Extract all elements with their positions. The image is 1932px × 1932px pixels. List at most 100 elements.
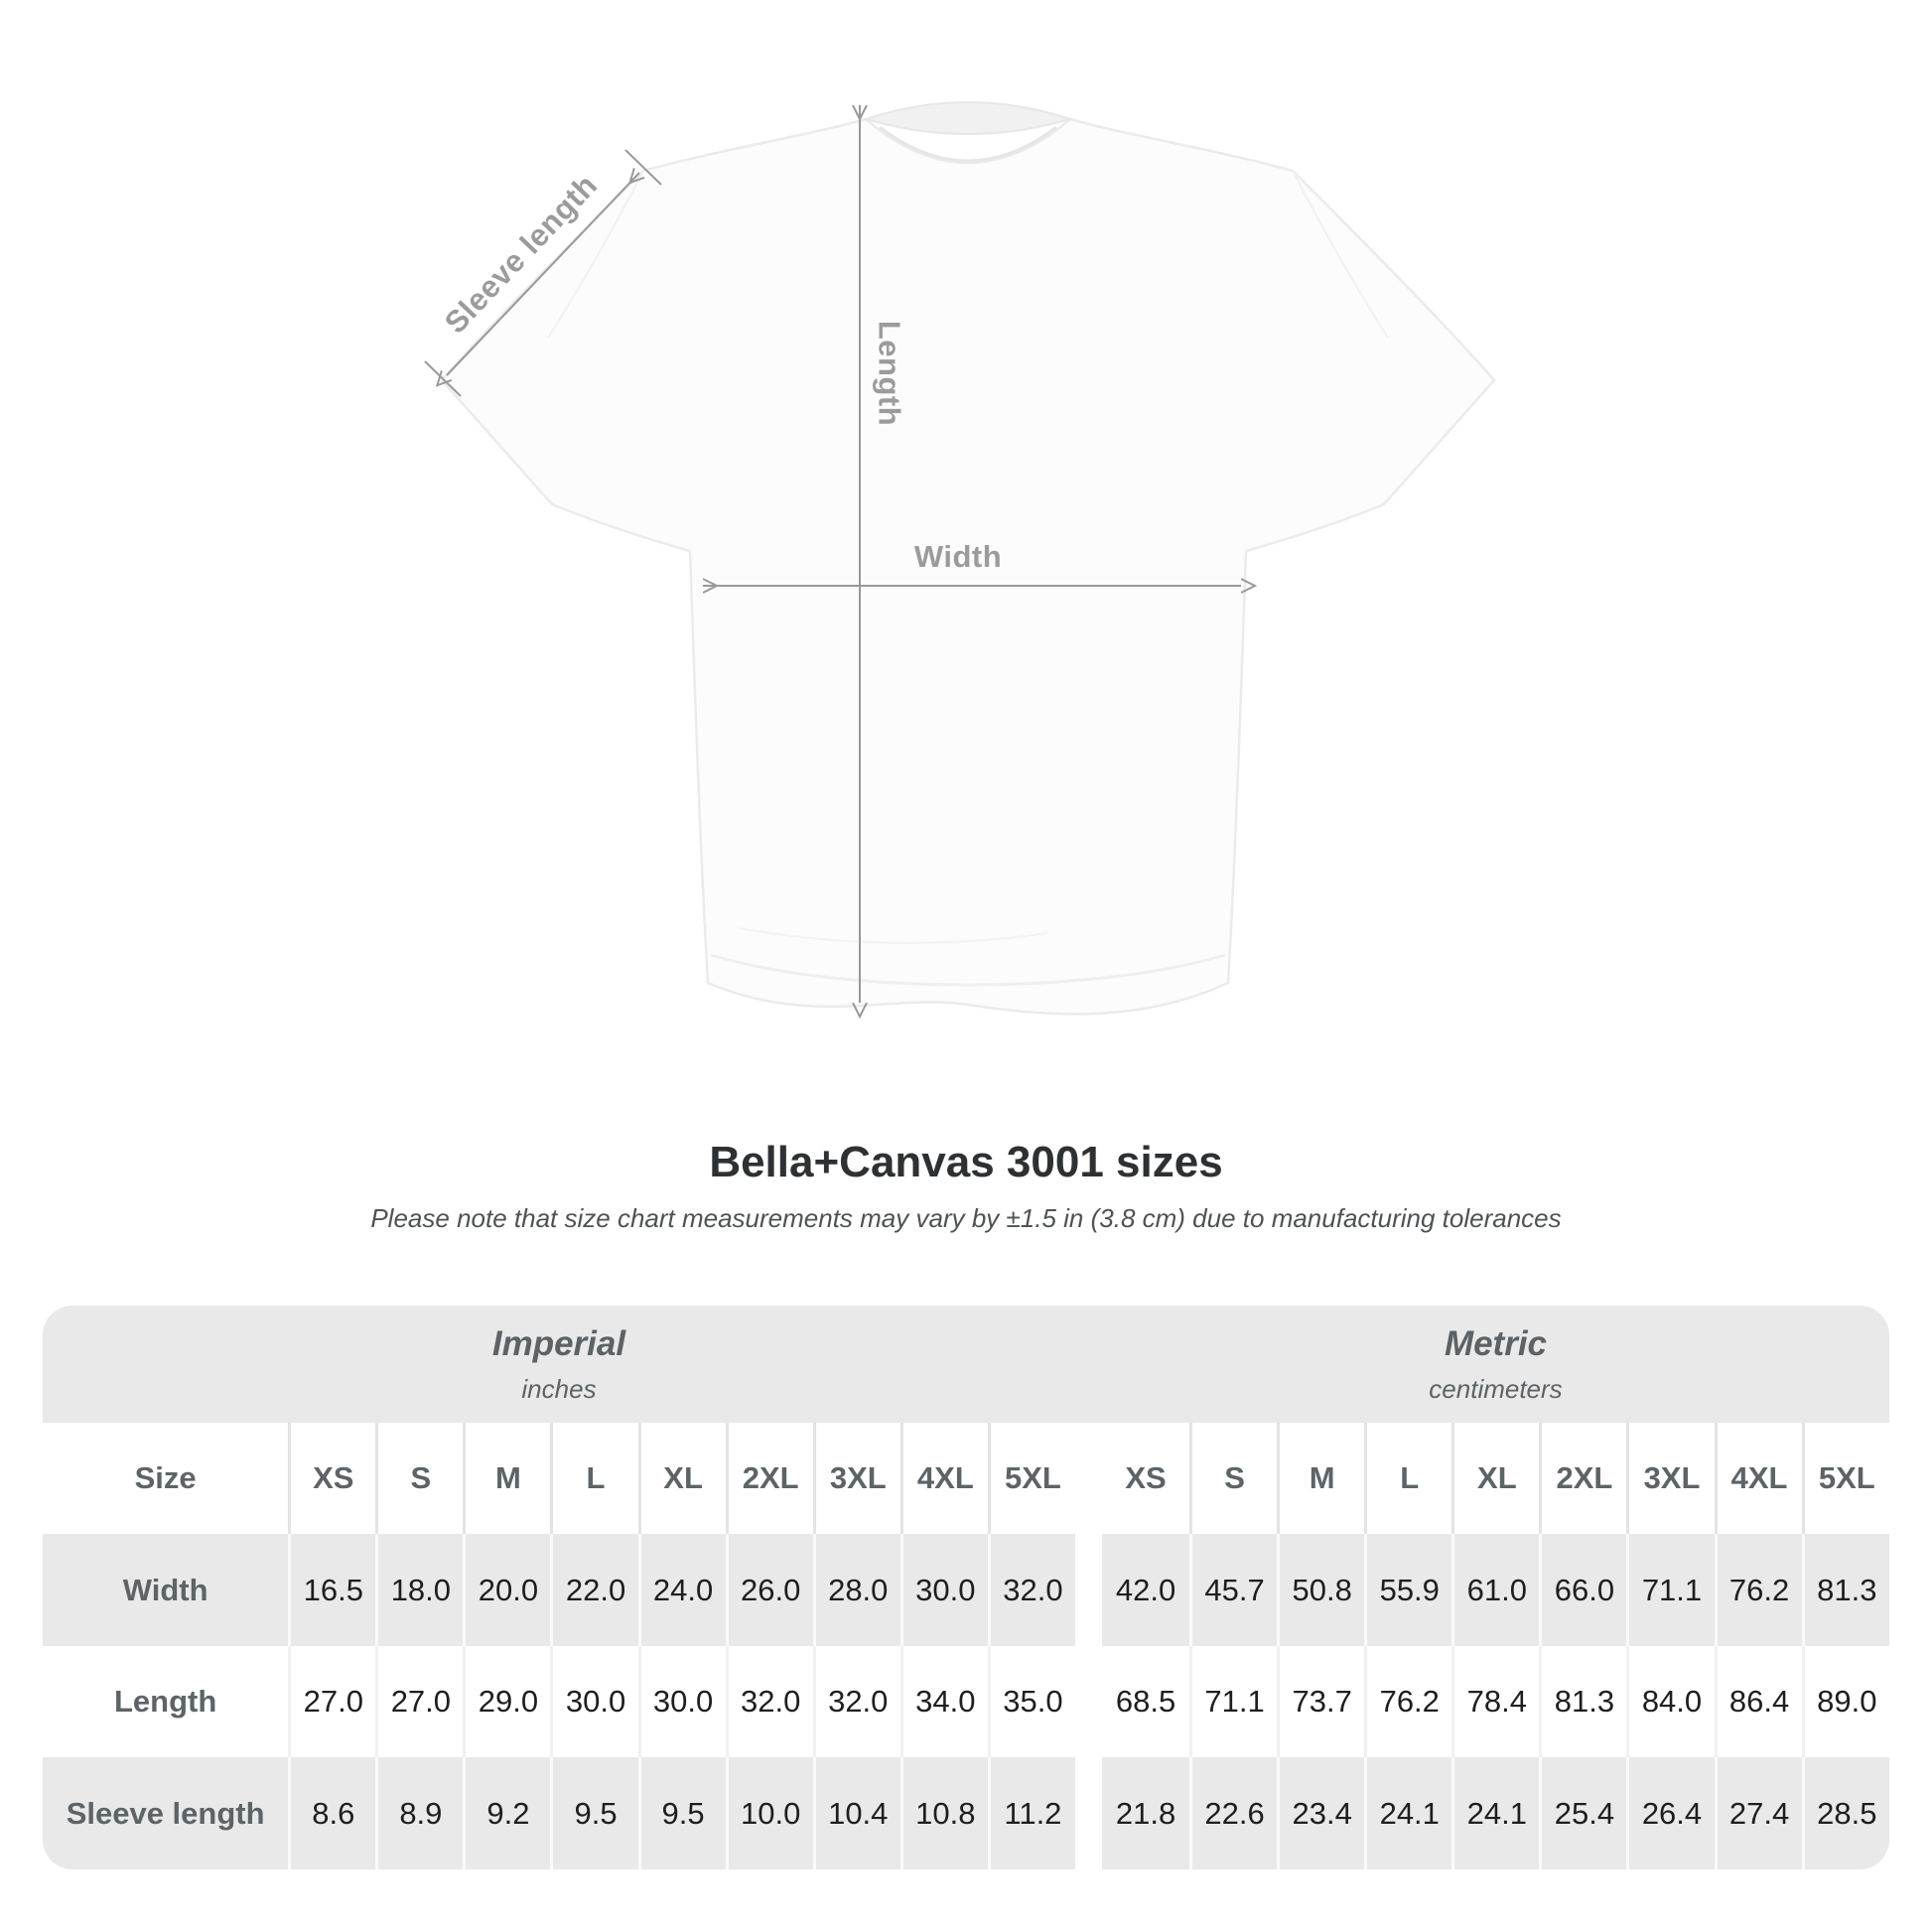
table-cell: 78.4	[1451, 1646, 1540, 1757]
table-cell: 10.4	[812, 1757, 900, 1869]
table-cell: 8.9	[375, 1757, 464, 1869]
table-cell: 76.2	[1714, 1534, 1802, 1646]
table-cell: 9.5	[637, 1757, 726, 1869]
table-cell: 45.7	[1189, 1534, 1278, 1646]
imperial-header: Imperial inches	[43, 1306, 1075, 1423]
tshirt-illustration	[424, 101, 1496, 1082]
table-cell: 23.4	[1277, 1757, 1365, 1869]
table-cell: 10.8	[899, 1757, 988, 1869]
size-col-imperial-4xl: 4XL	[899, 1423, 988, 1534]
sleeve-length-row: Sleeve length 8.6 8.9 9.2 9.5 9.5 10.0 1…	[43, 1757, 1889, 1869]
table-cell: 24.1	[1451, 1757, 1540, 1869]
unit-header-row: Imperial inches Metric centimeters	[43, 1306, 1889, 1423]
tolerance-note: Please note that size chart measurements…	[370, 1203, 1562, 1233]
size-col-metric-5xl: 5XL	[1801, 1423, 1889, 1534]
length-label: Length	[872, 320, 907, 427]
band-spacer	[1074, 1306, 1102, 1423]
width-row: Width 16.5 18.0 20.0 22.0 24.0 26.0 28.0…	[43, 1534, 1889, 1646]
page-title: Bella+Canvas 3001 sizes	[709, 1138, 1223, 1186]
size-col-imperial-xs: XS	[288, 1423, 376, 1534]
tshirt-shape	[440, 101, 1496, 1016]
table-cell: 10.0	[725, 1757, 813, 1869]
row-label-width: Width	[43, 1534, 289, 1646]
size-col-metric-xl: XL	[1451, 1423, 1540, 1534]
size-col-imperial-s: S	[375, 1423, 464, 1534]
table-cell: 24.1	[1364, 1757, 1452, 1869]
table-gap	[1074, 1757, 1102, 1869]
table-cell: 24.0	[637, 1534, 726, 1646]
row-label-length: Length	[43, 1646, 289, 1757]
table-cell: 28.5	[1801, 1757, 1889, 1869]
table-cell: 11.2	[987, 1757, 1075, 1869]
table-gap	[1074, 1423, 1102, 1534]
table-cell: 32.0	[725, 1646, 813, 1757]
table-cell: 86.4	[1714, 1646, 1802, 1757]
table-cell: 22.0	[550, 1534, 638, 1646]
table-cell: 84.0	[1626, 1646, 1715, 1757]
size-col-metric-m: M	[1277, 1423, 1365, 1534]
size-col-metric-2xl: 2XL	[1539, 1423, 1627, 1534]
table-cell: 30.0	[637, 1646, 726, 1757]
table-cell: 55.9	[1364, 1534, 1452, 1646]
table-gap	[1074, 1534, 1102, 1646]
size-header-row: Size XS S M L XL 2XL 3XL 4XL 5XL XS S M …	[43, 1423, 1889, 1534]
tshirt-measurement-diagram: Sleeve length Length Width	[424, 101, 1496, 1082]
table-cell: 76.2	[1364, 1646, 1452, 1757]
size-col-imperial-xl: XL	[637, 1423, 726, 1534]
table-cell: 35.0	[987, 1646, 1075, 1757]
table-cell: 9.5	[550, 1757, 638, 1869]
table-cell: 73.7	[1277, 1646, 1365, 1757]
table-cell: 30.0	[899, 1534, 988, 1646]
table-cell: 29.0	[463, 1646, 551, 1757]
table-cell: 20.0	[463, 1534, 551, 1646]
size-col-metric-s: S	[1189, 1423, 1278, 1534]
width-label: Width	[913, 539, 1003, 574]
dimension-lines	[424, 105, 1241, 1003]
size-col-imperial-l: L	[550, 1423, 638, 1534]
table-cell: 68.5	[1101, 1646, 1190, 1757]
table-cell: 50.8	[1277, 1534, 1365, 1646]
table-cell: 30.0	[550, 1646, 638, 1757]
size-col-metric-l: L	[1364, 1423, 1452, 1534]
table-cell: 26.0	[725, 1534, 813, 1646]
table-cell: 27.0	[288, 1646, 376, 1757]
size-column-header: Size	[43, 1423, 289, 1534]
table-cell: 81.3	[1801, 1534, 1889, 1646]
metric-label: Metric	[1444, 1323, 1548, 1363]
table-cell: 16.5	[288, 1534, 376, 1646]
table-cell: 32.0	[812, 1646, 900, 1757]
table-cell: 26.4	[1626, 1757, 1715, 1869]
size-col-metric-xs: XS	[1101, 1423, 1190, 1534]
table-cell: 89.0	[1801, 1646, 1889, 1757]
table-cell: 9.2	[463, 1757, 551, 1869]
table-cell: 81.3	[1539, 1646, 1627, 1757]
sleeve-dimension-line	[447, 173, 639, 375]
size-col-imperial-3xl: 3XL	[812, 1423, 900, 1534]
imperial-label: Imperial	[491, 1323, 626, 1363]
table-cell: 25.4	[1539, 1757, 1627, 1869]
table-cell: 71.1	[1189, 1646, 1278, 1757]
metric-sublabel: centimeters	[1429, 1373, 1563, 1404]
table-cell: 61.0	[1451, 1534, 1540, 1646]
row-label-sleeve-length: Sleeve length	[43, 1757, 289, 1869]
table-cell: 27.0	[375, 1646, 464, 1757]
imperial-sublabel: inches	[521, 1373, 597, 1404]
size-col-metric-4xl: 4XL	[1714, 1423, 1802, 1534]
table-cell: 32.0	[987, 1534, 1075, 1646]
table-cell: 18.0	[375, 1534, 464, 1646]
table-cell: 28.0	[812, 1534, 900, 1646]
table-cell: 27.4	[1714, 1757, 1802, 1869]
size-col-imperial-2xl: 2XL	[725, 1423, 813, 1534]
table-gap	[1074, 1646, 1102, 1757]
table-cell: 22.6	[1189, 1757, 1278, 1869]
table-cell: 66.0	[1539, 1534, 1627, 1646]
size-col-imperial-5xl: 5XL	[987, 1423, 1075, 1534]
table-cell: 71.1	[1626, 1534, 1715, 1646]
size-col-metric-3xl: 3XL	[1626, 1423, 1715, 1534]
length-row: Length 27.0 27.0 29.0 30.0 30.0 32.0 32.…	[43, 1646, 1889, 1757]
table-cell: 42.0	[1101, 1534, 1190, 1646]
size-col-imperial-m: M	[463, 1423, 551, 1534]
metric-header: Metric centimeters	[1101, 1306, 1889, 1423]
table-cell: 34.0	[899, 1646, 988, 1757]
